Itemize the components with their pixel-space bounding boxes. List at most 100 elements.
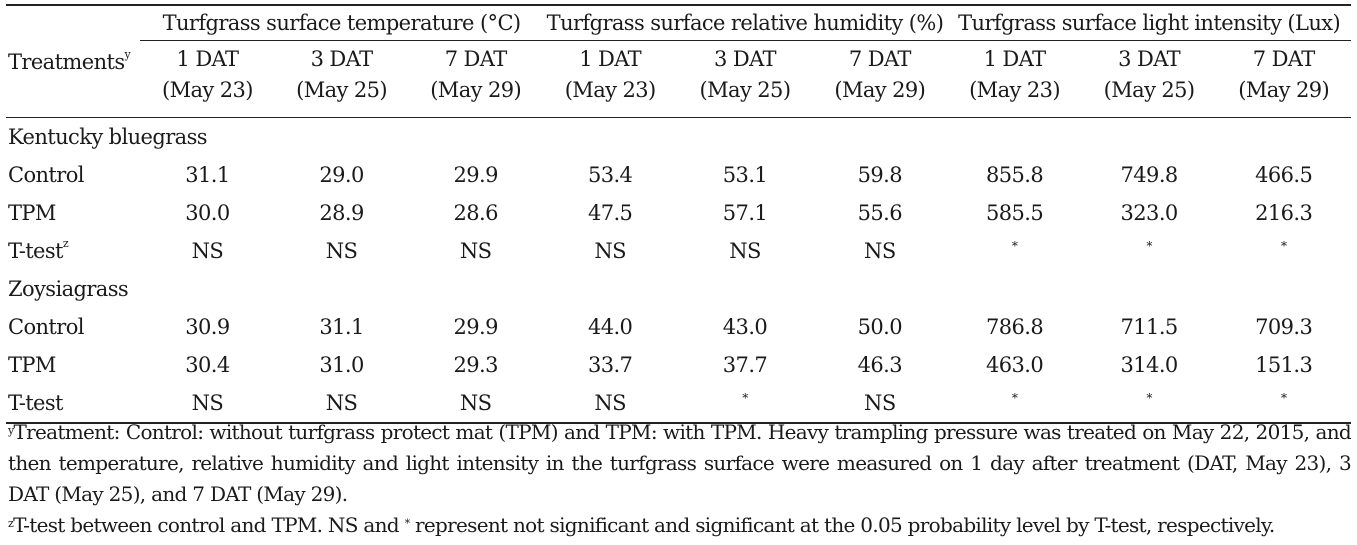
date-header: (May 25) [274, 79, 409, 118]
row-label: TPM [8, 353, 56, 377]
row-label: Control [8, 315, 84, 339]
footnote-y: yTreatment: Control: without turfgrass p… [8, 420, 1352, 506]
table-row: TPM 30.0 28.9 28.6 47.5 57.1 55.6 585.5 323.0 216… [6, 194, 1351, 232]
table-cell: 57.1 [722, 201, 768, 225]
table-cell: 50.0 [857, 315, 903, 339]
day-header: 3 DAT [310, 47, 374, 72]
table-cell: 29.3 [453, 353, 498, 377]
data-table: Treatmentsy Turfgrass surface temperatur… [6, 4, 1351, 424]
day-header: 3 DAT [1118, 47, 1181, 72]
date-header: (May 29) [408, 79, 543, 118]
table-row: TPM 30.4 31.0 29.3 33.7 37.7 46.3 463.0 314.0 151… [6, 346, 1351, 384]
group-header-light: Turfgrass surface light intensity (Lux) [947, 6, 1351, 41]
species-label: Kentucky bluegrass [8, 125, 208, 149]
table-row: Control 30.9 31.1 29.9 44.0 43.0 50.0 786.8 711.… [6, 308, 1351, 346]
day-header: 1 DAT [579, 47, 642, 72]
table-cell: 46.3 [857, 353, 903, 377]
table-cell: 466.5 [1255, 163, 1313, 187]
row-label: T-test [6, 384, 141, 424]
table-cell: 28.9 [319, 201, 364, 225]
table-cell: 43.0 [722, 315, 768, 339]
species-label: Zoysiagrass [8, 277, 129, 301]
treatments-header: Treatmentsy [6, 6, 141, 118]
table-cell: * [1280, 239, 1287, 253]
table-cell: 30.0 [185, 201, 230, 225]
table-cell: 216.3 [1255, 201, 1313, 225]
table-cell: 855.8 [985, 163, 1044, 187]
table-cell: 463.0 [985, 353, 1044, 377]
row-label: Control [8, 163, 84, 187]
group-header-row: Treatmentsy Turfgrass surface temperatur… [6, 6, 1351, 118]
table-cell: * [1011, 239, 1018, 253]
table-cell: 29.0 [319, 163, 364, 187]
date-header: (May 23) [140, 79, 275, 118]
table-cell: NS [812, 384, 948, 424]
date-header: (May 23) [542, 79, 678, 118]
table-cell: * [1146, 239, 1152, 253]
row-label: T-testz [8, 237, 69, 263]
table-cell: 29.9 [453, 163, 498, 187]
footnote-z: zT-test between control and TPM. NS and … [8, 513, 1275, 537]
table-body: Kentucky bluegrass Control 31.1 29.0 29.9 53.… [6, 118, 1351, 424]
species-row: Kentucky bluegrass [6, 118, 1351, 157]
table-cell: 29.9 [453, 315, 498, 339]
row-label: TPM [8, 201, 56, 225]
table-cell: NS [459, 239, 492, 263]
table-cell: NS [274, 384, 409, 424]
day-header: 7 DAT [848, 47, 912, 72]
table-cell: * [677, 384, 813, 424]
table-cell: 53.1 [722, 163, 768, 187]
table-row: T-test NS NS NS NS * NS * * * [6, 384, 1351, 424]
footnotes: yTreatment: Control: without turfgrass p… [8, 417, 1352, 541]
table-cell: 151.3 [1255, 353, 1313, 377]
table-cell: 709.3 [1255, 315, 1313, 339]
day-header: 7 DAT [1252, 47, 1316, 72]
table-cell: 55.6 [857, 201, 903, 225]
table-cell: 585.5 [985, 201, 1044, 225]
table-cell: 28.6 [453, 201, 498, 225]
table-cell: NS [594, 239, 626, 263]
table-cell: 749.8 [1120, 163, 1179, 187]
table-cell: 44.0 [587, 315, 633, 339]
table-cell: NS [140, 384, 275, 424]
table-cell: 30.9 [185, 315, 230, 339]
table-cell: 33.7 [587, 353, 633, 377]
table-cell: NS [191, 239, 224, 263]
table-cell: 711.5 [1120, 315, 1179, 339]
date-header: (May 25) [1081, 79, 1217, 118]
table-cell: 31.1 [185, 163, 230, 187]
table-cell: NS [325, 239, 358, 263]
day-header: 7 DAT [444, 47, 508, 72]
day-header: 1 DAT [983, 47, 1047, 72]
table-cell: 31.0 [319, 353, 364, 377]
date-header: (May 23) [947, 79, 1082, 118]
table-row: Control 31.1 29.0 29.9 53.4 53.1 59.8 855.8 749.… [6, 156, 1351, 194]
table-cell: NS [408, 384, 543, 424]
date-header: (May 29) [812, 79, 948, 118]
table-cell: NS [542, 384, 678, 424]
table-cell: * [947, 384, 1082, 424]
date-header: (May 29) [1216, 79, 1351, 118]
table-cell: NS [864, 239, 896, 263]
day-header: 1 DAT [176, 47, 239, 72]
table-cell: 31.1 [319, 315, 364, 339]
table-cell: 314.0 [1120, 353, 1179, 377]
date-header: (May 25) [677, 79, 813, 118]
day-header: 3 DAT [714, 47, 777, 72]
table-cell: 37.7 [722, 353, 768, 377]
day-header-row: 1 DAT 3 DAT 7 DAT 1 DAT 3 DAT 7 DAT 1 DA… [6, 41, 1351, 80]
table-cell: * [1216, 384, 1351, 424]
group-header-temperature: Turfgrass surface temperature (°C) [140, 6, 543, 41]
table-cell: * [1081, 384, 1217, 424]
date-header-row: (May 23) (May 25) (May 29) (May 23) (May… [6, 79, 1351, 118]
table-cell: 30.4 [185, 353, 230, 377]
table-cell: 323.0 [1120, 201, 1179, 225]
table-cell: NS [729, 239, 761, 263]
table-cell: 59.8 [857, 163, 903, 187]
table-row: T-testz NS NS NS NS NS NS * * * [6, 232, 1351, 270]
species-row: Zoysiagrass [6, 270, 1351, 308]
table-cell: 786.8 [985, 315, 1044, 339]
group-header-humidity: Turfgrass surface relative humidity (%) [542, 6, 948, 41]
table-cell: 47.5 [587, 201, 633, 225]
